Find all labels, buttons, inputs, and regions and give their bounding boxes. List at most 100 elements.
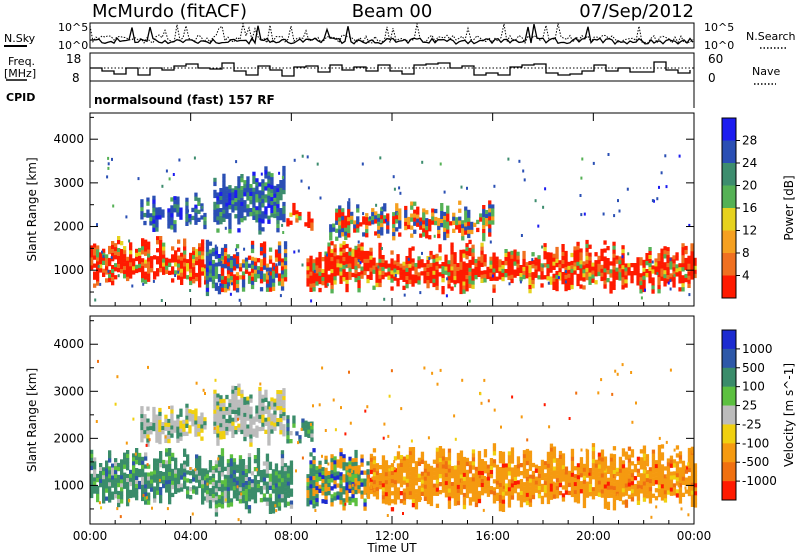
heatmap-cell xyxy=(243,216,247,221)
heatmap-cell xyxy=(258,402,262,408)
heatmap-cell xyxy=(600,485,605,490)
heatmap-cell xyxy=(416,222,420,227)
heatmap-cell xyxy=(681,243,685,248)
heatmap-cell xyxy=(341,224,345,229)
heatmap-cell xyxy=(444,485,449,490)
heatmap-cell xyxy=(393,268,397,273)
heatmap-cell xyxy=(383,422,386,426)
heatmap-cell xyxy=(158,415,162,421)
heatmap-cell xyxy=(192,485,196,490)
heatmap-cell xyxy=(200,203,204,208)
heatmap-cell xyxy=(414,279,418,284)
heatmap-cell xyxy=(549,455,554,460)
heatmap-cell xyxy=(111,475,115,480)
heatmap-cell xyxy=(477,272,481,277)
heatmap-cell xyxy=(318,287,322,293)
heatmap-cell xyxy=(192,477,196,482)
heatmap-cell xyxy=(222,398,226,404)
heatmap-cell xyxy=(612,490,617,495)
heatmap-cell xyxy=(390,258,394,263)
heatmap-cell xyxy=(173,204,177,209)
heatmap-cell xyxy=(348,488,352,493)
heatmap-cell xyxy=(462,261,466,266)
heatmap-cell xyxy=(621,448,626,453)
heatmap-cell xyxy=(282,432,286,437)
heatmap-cell xyxy=(185,411,189,416)
heatmap-cell xyxy=(279,414,283,419)
heatmap-cell xyxy=(271,505,276,510)
heatmap-cell xyxy=(579,485,584,490)
heatmap-cell xyxy=(339,259,343,264)
heatmap-cell xyxy=(261,426,265,431)
heatmap-cell xyxy=(477,470,482,476)
heatmap-cell xyxy=(259,490,264,495)
heatmap-cell xyxy=(567,470,572,476)
heatmap-cell xyxy=(606,469,611,474)
heatmap-cell xyxy=(639,273,643,278)
heatmap-cell xyxy=(234,202,238,207)
heatmap-cell xyxy=(247,509,252,514)
heatmap-cell xyxy=(492,252,496,257)
heatmap-cell xyxy=(114,482,118,487)
heatmap-cell xyxy=(555,286,559,292)
heatmap-cell xyxy=(216,409,220,414)
heatmap-cell xyxy=(277,474,282,479)
heatmap-cell xyxy=(208,500,213,505)
heatmap-cell xyxy=(342,277,346,282)
heatmap-cell xyxy=(201,267,205,272)
heatmap-cell xyxy=(555,462,560,467)
heatmap-cell xyxy=(216,192,220,197)
heatmap-cell xyxy=(437,221,441,227)
heatmap-cell xyxy=(256,488,261,493)
heatmap-cell xyxy=(189,479,193,484)
heatmap-cell xyxy=(365,217,369,222)
heatmap-cell xyxy=(504,491,509,496)
heatmap-cell xyxy=(645,486,650,491)
heatmap-cell xyxy=(495,496,500,501)
heatmap-cell xyxy=(443,219,447,225)
heatmap-cell xyxy=(552,482,557,487)
heatmap-cell xyxy=(552,285,556,290)
heatmap-cell xyxy=(549,475,554,480)
heatmap-cell xyxy=(600,457,605,462)
heatmap-cell xyxy=(378,473,383,478)
heatmap-cell xyxy=(384,272,388,277)
heatmap-cell xyxy=(384,496,389,501)
heatmap-cell xyxy=(156,248,160,253)
heatmap-cell xyxy=(381,259,385,264)
heatmap-cell xyxy=(644,467,647,471)
heatmap-cell xyxy=(111,277,115,282)
heatmap-cell xyxy=(504,467,509,472)
heatmap-cell xyxy=(648,263,652,268)
heatmap-cell xyxy=(216,228,220,233)
heatmap-cell xyxy=(198,263,202,268)
heatmap-cell xyxy=(345,283,349,289)
heatmap-cell xyxy=(420,487,425,492)
heatmap-cell xyxy=(256,266,261,271)
heatmap-cell xyxy=(519,280,522,284)
heatmap-cell xyxy=(594,264,598,269)
heatmap-cell xyxy=(498,507,503,512)
heatmap-cell xyxy=(555,258,559,264)
heatmap-cell xyxy=(348,484,352,489)
heatmap-cell xyxy=(108,277,112,283)
heatmap-cell xyxy=(189,260,193,266)
heatmap-cell xyxy=(465,477,470,483)
heatmap-cell xyxy=(453,256,457,261)
heatmap-cell xyxy=(168,488,172,493)
heatmap-cell xyxy=(372,269,376,274)
heatmap-cell xyxy=(205,247,210,253)
heatmap-cell xyxy=(283,479,288,484)
heatmap-cell xyxy=(108,470,112,475)
heatmap-cell xyxy=(152,410,156,416)
heatmap-cell xyxy=(153,498,157,503)
heatmap-cell xyxy=(185,197,189,202)
heatmap-cell xyxy=(333,260,337,265)
heatmap-cell xyxy=(633,263,637,268)
heatmap-cell xyxy=(488,232,492,237)
heatmap-cell xyxy=(282,408,286,413)
heatmap-cell xyxy=(276,216,280,221)
heatmap-cell xyxy=(371,212,375,217)
heatmap-cell xyxy=(307,425,311,430)
heatmap-cell xyxy=(333,256,337,261)
